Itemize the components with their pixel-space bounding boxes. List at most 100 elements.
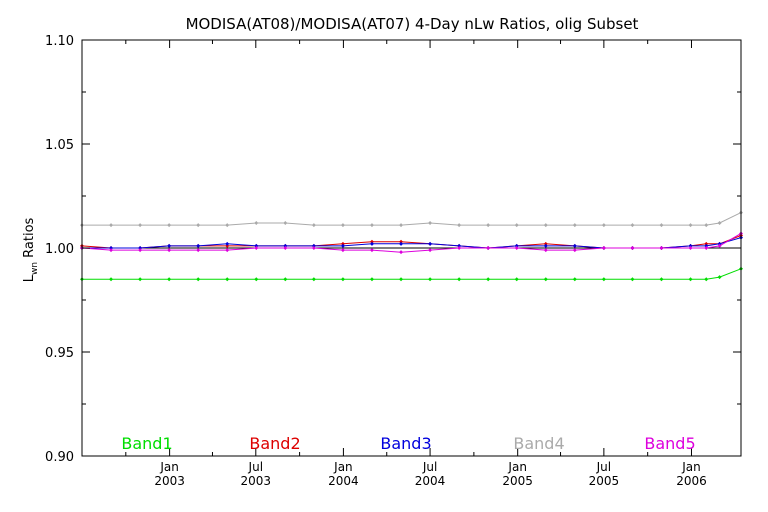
x-tick-label-year: 2005 [502, 474, 533, 488]
data-point-band4 [428, 221, 433, 226]
data-point-band4 [717, 221, 722, 226]
y-tick-label: 1.05 [45, 138, 74, 153]
data-point-band4 [688, 223, 693, 228]
data-point-band4 [138, 223, 143, 228]
x-tick-label-year: 2006 [676, 474, 707, 488]
data-point-band3 [514, 243, 519, 248]
data-point-band1 [311, 277, 316, 282]
data-point-band4 [601, 223, 606, 228]
data-point-band4 [543, 223, 548, 228]
data-point-band5 [630, 246, 635, 250]
x-tick-label-year: 2005 [589, 474, 620, 488]
data-point-band1 [138, 277, 143, 282]
data-point-band4 [486, 223, 491, 228]
data-point-band3 [311, 243, 316, 248]
data-point-band1 [572, 277, 577, 282]
data-point-band5 [340, 248, 345, 253]
data-point-band3 [196, 243, 201, 248]
data-point-band3 [138, 246, 143, 250]
data-point-band3 [572, 243, 577, 248]
data-point-band1 [514, 277, 519, 282]
x-tick-label-year: 2004 [328, 474, 359, 488]
data-point-band4 [514, 223, 519, 228]
data-point-band4 [109, 223, 114, 228]
legend-label-band4: Band4 [513, 434, 564, 453]
data-point-band1 [225, 277, 230, 282]
data-point-band5 [225, 248, 230, 253]
data-point-band1 [167, 277, 172, 282]
x-tick-label-month: Jul [248, 460, 263, 474]
y-axis-label: Lwn Ratios [22, 217, 40, 282]
y-tick-label: 1.00 [45, 242, 74, 257]
data-point-band2 [399, 239, 404, 244]
y-tick-label: 1.10 [45, 34, 74, 49]
data-point-band4 [167, 223, 172, 228]
data-point-band4 [457, 223, 462, 228]
data-point-band1 [717, 275, 722, 280]
data-point-band2 [340, 241, 345, 246]
data-point-band1 [486, 277, 491, 282]
y-axis-label-sub: wn [30, 262, 40, 275]
data-point-band1 [109, 277, 114, 282]
data-point-band1 [543, 277, 548, 282]
data-point-band3 [340, 243, 345, 248]
data-point-band1 [704, 277, 709, 282]
series-line-band1 [82, 268, 742, 280]
y-axis-label-rest: Ratios [22, 217, 37, 262]
data-point-band1 [369, 277, 374, 282]
data-point-band3 [704, 243, 709, 248]
data-point-band5 [311, 246, 316, 250]
x-tick-label-month: Jan [159, 460, 179, 474]
data-point-band5 [109, 248, 114, 253]
legend-label-band5: Band5 [644, 434, 695, 453]
data-point-band2 [543, 241, 548, 246]
data-point-band4 [399, 223, 404, 228]
data-point-band3 [369, 241, 374, 246]
data-point-band1 [399, 277, 404, 282]
data-point-band3 [109, 246, 114, 250]
data-point-band3 [428, 241, 433, 246]
data-point-band5 [601, 246, 606, 250]
data-point-band1 [196, 277, 201, 282]
data-point-band5 [572, 248, 577, 253]
data-point-band4 [659, 223, 664, 228]
y-tick-label: 0.90 [45, 450, 74, 465]
x-tick-label-year: 2003 [154, 474, 185, 488]
data-point-band4 [283, 221, 288, 226]
data-point-band4 [225, 223, 230, 228]
ticks-layer: 0.900.951.001.051.10Jan2003Jul2003Jan200… [45, 34, 741, 488]
data-point-band1 [283, 277, 288, 282]
data-point-band5 [457, 246, 462, 250]
series-layer [80, 210, 743, 282]
series-line-band4 [82, 212, 742, 226]
data-point-band5 [659, 246, 664, 250]
data-point-band4 [196, 223, 201, 228]
data-point-band4 [369, 223, 374, 228]
data-point-band5 [428, 248, 433, 253]
data-point-band5 [399, 250, 404, 255]
data-point-band3 [167, 243, 172, 248]
legend-label-band1: Band1 [121, 434, 172, 453]
data-point-band5 [369, 248, 374, 253]
data-point-band4 [704, 223, 709, 228]
data-point-band1 [340, 277, 345, 282]
data-point-band1 [254, 277, 259, 282]
svg-text:Lwn Ratios: Lwn Ratios [22, 217, 40, 282]
data-point-band5 [717, 243, 722, 248]
x-tick-label-month: Jul [422, 460, 437, 474]
data-point-band1 [428, 277, 433, 282]
data-point-band3 [399, 241, 404, 246]
data-point-band5 [254, 246, 259, 250]
data-point-band1 [601, 277, 606, 282]
x-tick-label-month: Jan [681, 460, 701, 474]
data-point-band5 [138, 248, 143, 253]
series-band4 [80, 210, 743, 228]
x-tick-label-year: 2004 [415, 474, 446, 488]
x-tick-label-year: 2003 [241, 474, 272, 488]
data-point-band3 [543, 243, 548, 248]
data-point-band5 [543, 248, 548, 253]
data-point-band2 [704, 241, 709, 246]
x-tick-label-month: Jul [596, 460, 611, 474]
y-axis-label-main: L [22, 274, 37, 282]
